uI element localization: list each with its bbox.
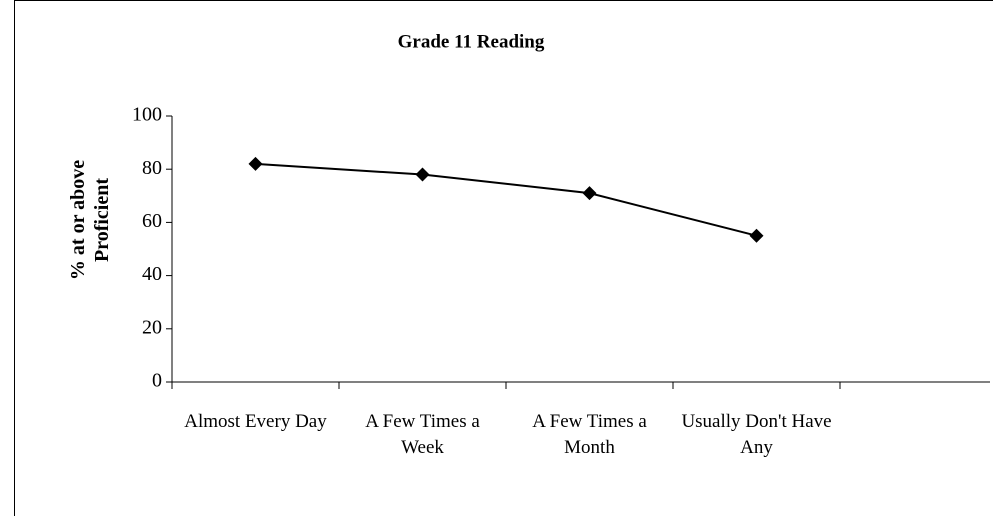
- x-tick-label: Almost Every Day: [184, 411, 327, 432]
- data-point: [749, 228, 764, 243]
- data-point: [248, 156, 263, 171]
- y-tick-label: 60: [142, 210, 162, 232]
- x-tick-label: Usually Don't Have Any: [681, 411, 832, 458]
- data-point: [582, 186, 597, 201]
- x-tick-label: A Few Times a Month: [532, 411, 647, 458]
- y-tick-label: 100: [132, 104, 162, 126]
- y-tick-label: 0: [152, 370, 162, 392]
- data-point: [415, 167, 430, 182]
- y-tick-label: 80: [142, 157, 162, 179]
- y-axis-label: % at or above Proficient: [67, 159, 113, 281]
- x-tick-label: A Few Times a Week: [365, 411, 480, 458]
- y-tick-label: 20: [142, 316, 162, 338]
- chart-border: [14, 0, 993, 516]
- y-tick-label: 40: [142, 263, 162, 285]
- series-line: [255, 162, 757, 237]
- chart-title: Grade 11 Reading: [398, 31, 545, 52]
